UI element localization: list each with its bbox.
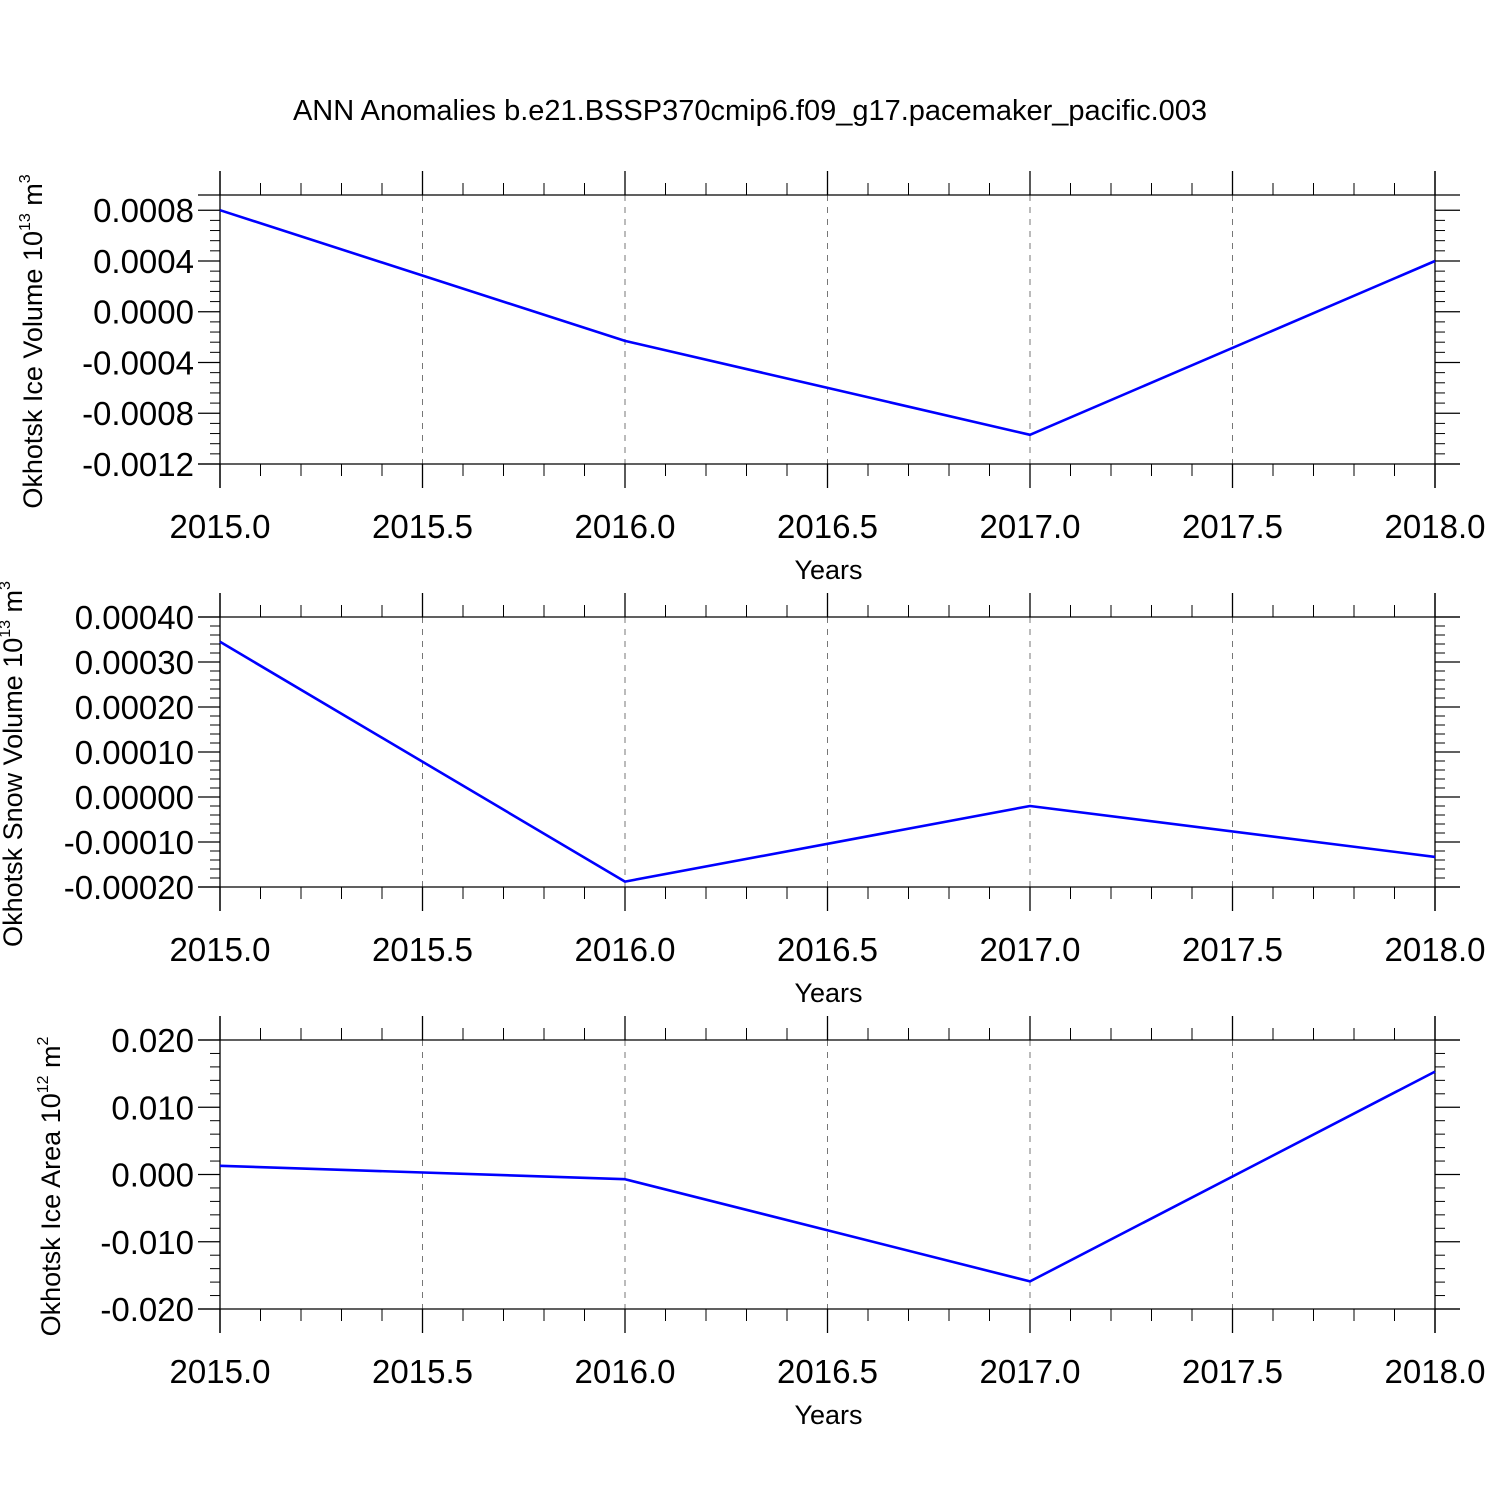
chart-2-x-tick-label: 2017.0 <box>980 931 1081 968</box>
chart-3-y-tick-label: 0.010 <box>111 1089 194 1126</box>
chart-2-x-tick-label: 2015.5 <box>372 931 473 968</box>
chart-1-y-tick-label: 0.0000 <box>93 294 194 331</box>
chart-2-y-axis-title-unit-exp: 3 <box>0 581 14 590</box>
chart-2-x-tick-label: 2017.5 <box>1182 931 1283 968</box>
chart-2-y-tick-label: 0.00030 <box>75 644 194 681</box>
chart-2-y-tick-label: 0.00010 <box>75 734 194 771</box>
chart-2-y-tick-label: 0.00000 <box>75 779 194 816</box>
chart-1-x-tick-label: 2017.0 <box>980 508 1081 545</box>
chart-1-y-axis-title: Okhotsk Ice Volume 1013 m3 <box>17 174 48 508</box>
chart-1-x-tick-label: 2018.0 <box>1385 508 1486 545</box>
chart-3-x-axis-title: Years <box>794 1400 862 1430</box>
chart-3: 2015.0 2015.5 2016.0 2016.5 2017.0 2017.5 2018… <box>35 1016 1485 1430</box>
chart-3-y-tick-label: 0.000 <box>111 1157 194 1194</box>
chart-1-series-line-1 <box>219 208 1436 437</box>
chart-1-x-tick-label: 2016.0 <box>575 508 676 545</box>
chart-2-y-axis-title-main: Okhotsk Snow Volume 10 <box>0 638 28 947</box>
chart-3-x-tick-label: 2017.5 <box>1182 1353 1283 1390</box>
chart-3-y-tick-label: -0.020 <box>100 1291 194 1328</box>
chart-1-x-axis-title: Years <box>794 555 862 585</box>
chart-2-x-tick-label: 2016.0 <box>575 931 676 968</box>
chart-1-x-tick-label: 2016.5 <box>777 508 878 545</box>
chart-2-y-tick-label: -0.00020 <box>64 869 194 906</box>
chart-1-x-tick-label: 2015.5 <box>372 508 473 545</box>
figure-title: ANN Anomalies b.e21.BSSP370cmip6.f09_g17… <box>293 95 1207 127</box>
chart-1-y-tick-label: -0.0008 <box>82 395 194 432</box>
chart-3-y-tick-label: 0.020 <box>111 1022 194 1059</box>
chart-3-y-axis-title: Okhotsk Ice Area 1012 m2 <box>35 1036 66 1336</box>
chart-2-x-tick-label: 2016.5 <box>777 931 878 968</box>
chart-2-x-axis-title: Years <box>794 978 862 1008</box>
chart-1-y-tick-label: -0.0004 <box>82 344 194 381</box>
chart-3-x-tick-label: 2018.0 <box>1385 1353 1486 1390</box>
chart-3-x-tick-label: 2015.5 <box>372 1353 473 1390</box>
chart-1-y-tick-label: 0.0008 <box>93 192 194 229</box>
chart-1: 2015.0 2015.5 2016.0 2016.5 2017.0 2017.5 2018… <box>17 171 1485 585</box>
chart-2-y-tick-label: 0.00020 <box>75 689 194 726</box>
chart-2-y-axis-title-exp: 13 <box>0 620 14 638</box>
chart-3-x-tick-label: 2015.0 <box>170 1353 271 1390</box>
chart-3-y-axis-title-unit-exp: 2 <box>35 1036 52 1045</box>
chart-1-y-tick-label: 0.0004 <box>93 243 194 280</box>
chart-3-x-tick-label: 2017.0 <box>980 1353 1081 1390</box>
chart-2-x-tick-label: 2015.0 <box>170 931 271 968</box>
chart-1-x-tick-label: 2017.5 <box>1182 508 1283 545</box>
chart-2-y-tick-label: -0.00010 <box>64 824 194 861</box>
chart-3-y-axis-title-exp: 12 <box>35 1075 52 1093</box>
chart-2-y-axis-title-unit: m <box>0 590 28 620</box>
chart-3-y-axis-title-unit: m <box>36 1045 66 1075</box>
chart-3-y-tick-label: -0.010 <box>100 1224 194 1261</box>
chart-3-series-line-1 <box>219 1070 1436 1283</box>
chart-2-y-axis-title: Okhotsk Snow Volume 1013 m3 <box>0 581 28 947</box>
chart-1-y-axis-title-main: Okhotsk Ice Volume 10 <box>18 231 48 509</box>
chart-3-x-tick-label: 2016.0 <box>575 1353 676 1390</box>
chart-1-y-tick-label: -0.0012 <box>82 446 194 483</box>
chart-1-y-axis-title-unit-exp: 3 <box>17 174 34 183</box>
chart-3-x-tick-label: 2016.5 <box>777 1353 878 1390</box>
chart-2-series-line-1 <box>219 640 1436 883</box>
chart-2-x-tick-label: 2018.0 <box>1385 931 1486 968</box>
chart-1-y-axis-title-unit: m <box>18 183 48 213</box>
chart-2-y-tick-label: 0.00040 <box>75 599 194 636</box>
chart-1-y-axis-title-exp: 13 <box>17 213 34 231</box>
chart-2: 2015.0 2015.5 2016.0 2016.5 2017.0 2017.5 2018… <box>0 581 1485 1008</box>
chart-1-x-tick-label: 2015.0 <box>170 508 271 545</box>
chart-3-y-axis-title-main: Okhotsk Ice Area 10 <box>36 1093 66 1336</box>
